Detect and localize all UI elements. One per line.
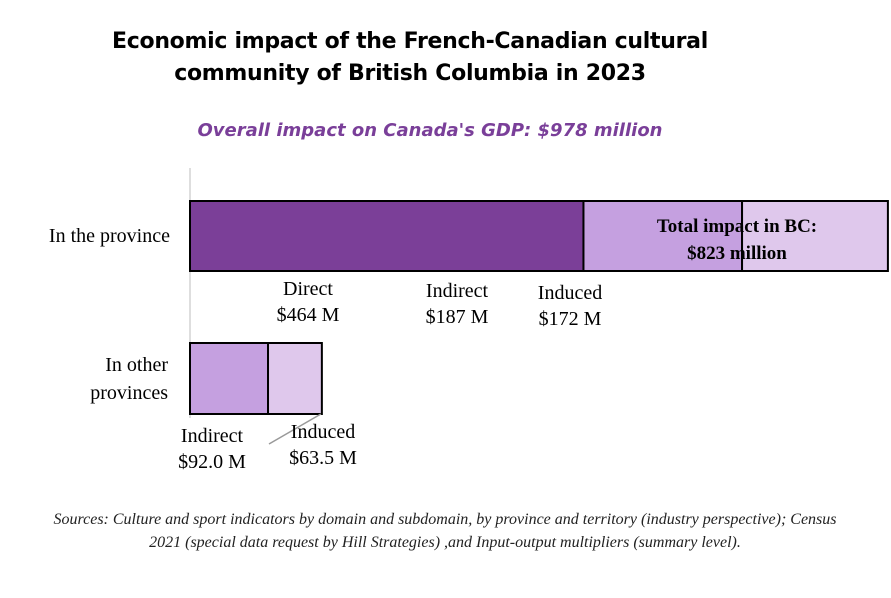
bar-in-the-province-induced [741,200,889,272]
value-label-in-the-province-indirect: $187 M [426,306,489,328]
chart-title-line2: community of British Columbia in 2023 [174,61,646,86]
series-label-in-the-province-induced: Induced [538,282,602,304]
series-label-in-the-province-direct: Direct [283,278,333,300]
chart-title: Economic impact of the French-Canadian c… [60,26,760,90]
bar-in-other-provinces-indirect [189,342,270,415]
series-label-in-the-province-indirect: Indirect [426,280,489,302]
category-label-in-other-provinces-line2: provinces [90,382,168,404]
value-label-in-the-province-induced: $172 M [539,308,602,330]
chart-subtitle: Overall impact on Canada's GDP: $978 mil… [197,120,663,141]
bar-in-other-provinces-induced [267,342,323,415]
series-label-in-other-provinces-induced: Induced [291,421,355,443]
sources-note: Sources: Culture and sport indicators by… [53,511,837,551]
label-connector-in-other-provinces-induced [268,413,322,445]
value-label-in-other-provinces-indirect: $92.0 M [178,451,246,473]
category-label-in-other-provinces-line1: In other [105,354,168,376]
chart-title-line1: Economic impact of the French-Canadian c… [112,29,708,54]
value-label-in-other-provinces-induced: $63.5 M [289,447,357,469]
total-bc-line1: Total impact in BC: [657,216,817,237]
bar-in-the-province-direct [189,200,585,272]
total-bc-line2: $823 million [687,243,787,264]
category-label-in-the-province: In the province [49,225,170,247]
series-label-in-other-provinces-indirect: Indirect [181,425,244,447]
value-label-in-the-province-direct: $464 M [277,304,340,326]
